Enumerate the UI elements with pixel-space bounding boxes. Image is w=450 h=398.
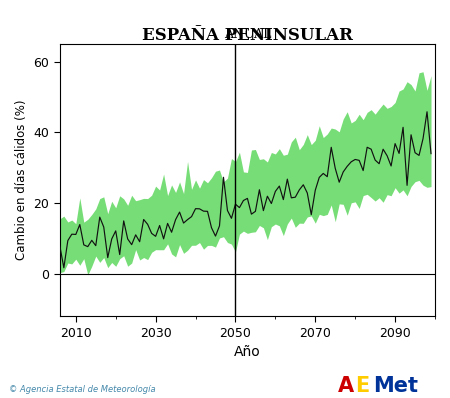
- Text: © Agencia Estatal de Meteorología: © Agencia Estatal de Meteorología: [9, 385, 156, 394]
- Text: A: A: [338, 376, 354, 396]
- X-axis label: Año: Año: [234, 345, 261, 359]
- Text: ANUAL: ANUAL: [224, 28, 271, 41]
- Text: E: E: [356, 376, 370, 396]
- Text: Met: Met: [374, 376, 419, 396]
- Y-axis label: Cambio en días cálidos (%): Cambio en días cálidos (%): [15, 100, 28, 260]
- Title: ESPAÑA PENINSULAR: ESPAÑA PENINSULAR: [142, 27, 353, 44]
